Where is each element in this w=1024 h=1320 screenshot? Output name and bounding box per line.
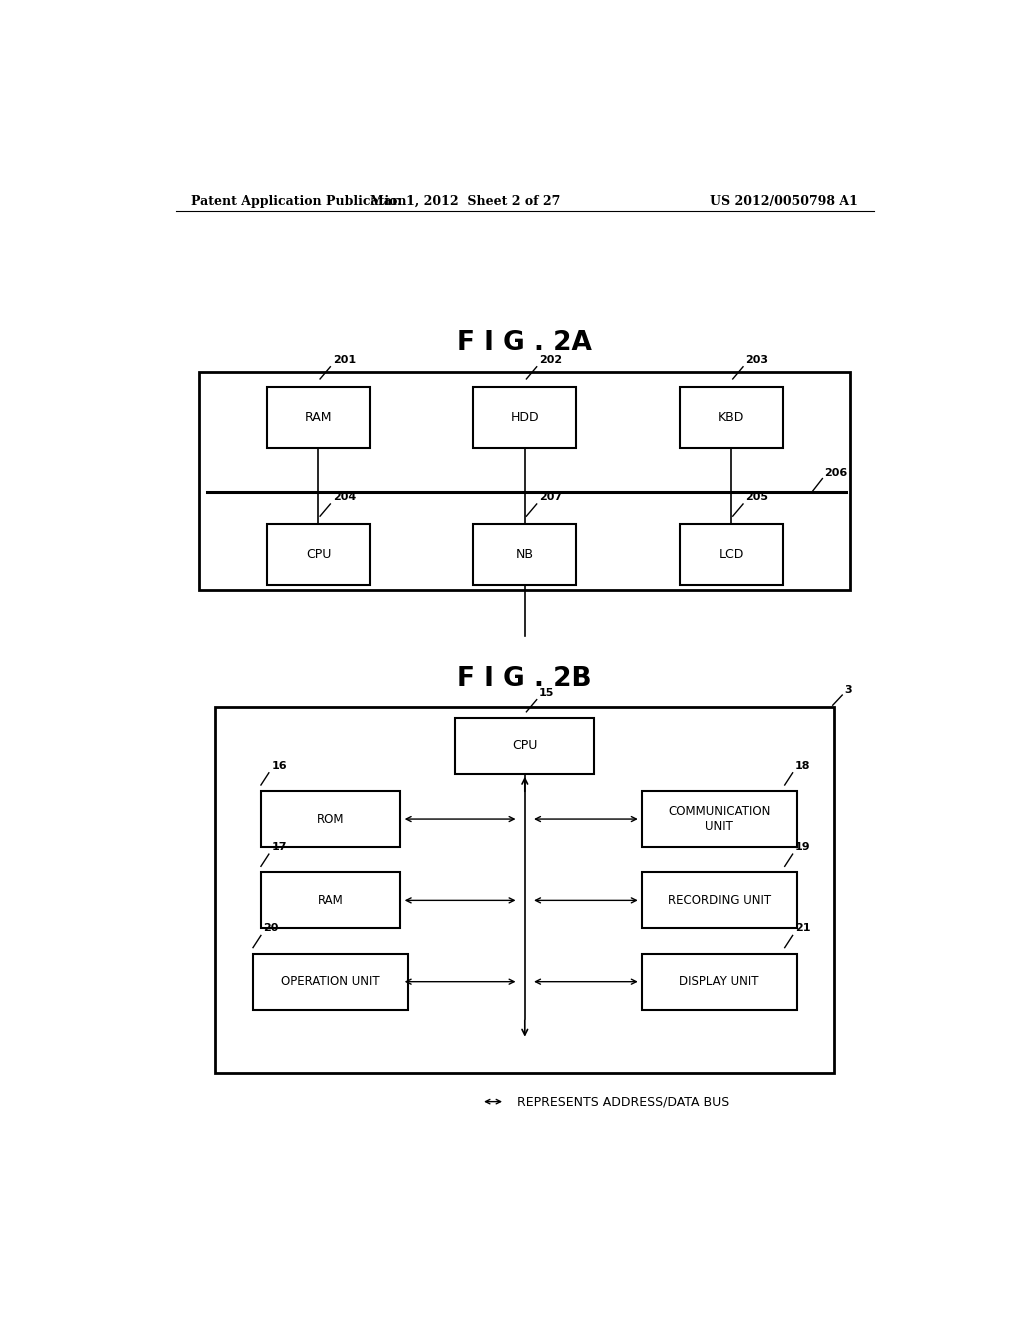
Text: HDD: HDD — [511, 411, 539, 424]
Bar — [680, 524, 782, 585]
Bar — [473, 387, 577, 447]
Text: F I G . 2B: F I G . 2B — [458, 665, 592, 692]
Text: OPERATION UNIT: OPERATION UNIT — [281, 975, 380, 989]
Text: 21: 21 — [795, 924, 811, 933]
Text: 204: 204 — [333, 492, 356, 502]
Text: 16: 16 — [271, 760, 287, 771]
Text: LCD: LCD — [719, 548, 743, 561]
Text: CPU: CPU — [306, 548, 331, 561]
Text: 202: 202 — [539, 355, 562, 364]
Text: RAM: RAM — [317, 894, 343, 907]
Bar — [267, 524, 370, 585]
Text: 19: 19 — [795, 842, 811, 853]
Text: COMMUNICATION
UNIT: COMMUNICATION UNIT — [668, 805, 770, 833]
Bar — [215, 708, 835, 1073]
Bar — [642, 954, 797, 1010]
Text: REPRESENTS ADDRESS/DATA BUS: REPRESENTS ADDRESS/DATA BUS — [517, 1096, 729, 1107]
Text: 201: 201 — [333, 355, 356, 364]
Text: 207: 207 — [539, 492, 562, 502]
Text: 3: 3 — [844, 685, 851, 696]
Text: CPU: CPU — [512, 739, 538, 752]
Text: 15: 15 — [539, 688, 554, 697]
Bar — [200, 372, 850, 590]
Text: RAM: RAM — [305, 411, 332, 424]
Bar — [642, 873, 797, 928]
Text: 203: 203 — [745, 355, 768, 364]
Text: US 2012/0050798 A1: US 2012/0050798 A1 — [711, 194, 858, 207]
Text: 20: 20 — [263, 924, 279, 933]
Bar — [253, 954, 408, 1010]
Text: RECORDING UNIT: RECORDING UNIT — [668, 894, 771, 907]
Text: NB: NB — [516, 548, 534, 561]
Text: 206: 206 — [824, 467, 847, 478]
Text: 18: 18 — [795, 760, 811, 771]
Text: 205: 205 — [745, 492, 768, 502]
Bar — [680, 387, 782, 447]
Text: Mar. 1, 2012  Sheet 2 of 27: Mar. 1, 2012 Sheet 2 of 27 — [370, 194, 560, 207]
Text: F I G . 2A: F I G . 2A — [458, 330, 592, 356]
Text: Patent Application Publication: Patent Application Publication — [191, 194, 407, 207]
Bar — [261, 791, 399, 847]
Text: ROM: ROM — [316, 813, 344, 825]
Text: KBD: KBD — [718, 411, 744, 424]
Bar — [642, 791, 797, 847]
Text: 17: 17 — [271, 842, 287, 853]
Bar — [267, 387, 370, 447]
Bar — [473, 524, 577, 585]
Text: DISPLAY UNIT: DISPLAY UNIT — [680, 975, 759, 989]
Bar — [261, 873, 399, 928]
Bar — [456, 718, 594, 774]
